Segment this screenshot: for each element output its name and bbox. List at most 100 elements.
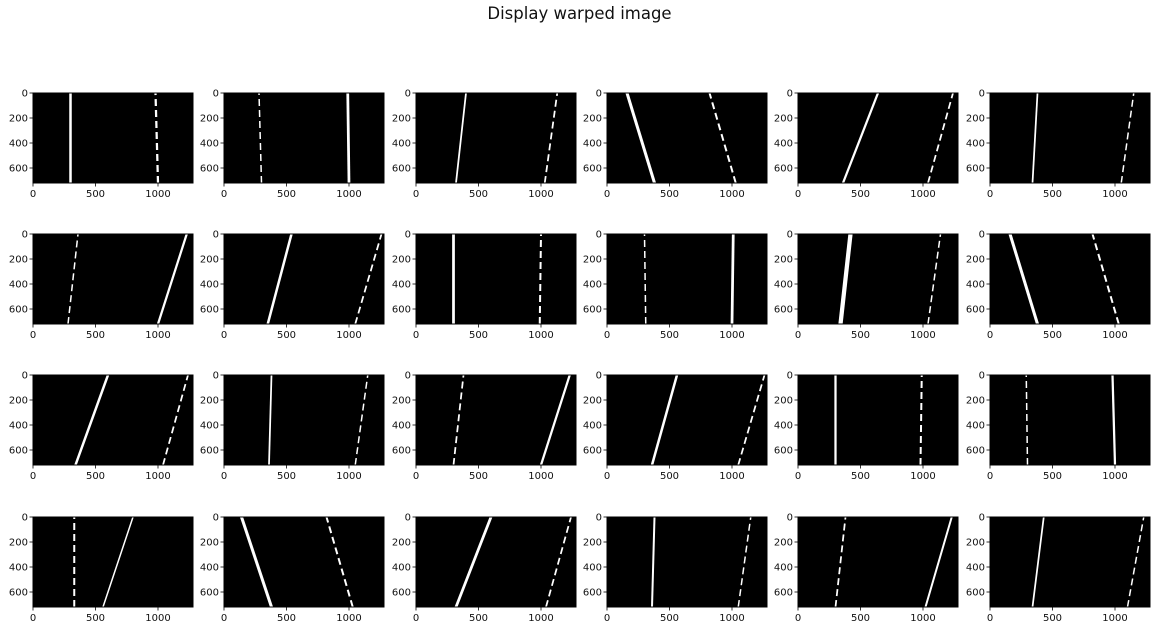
axes-frame (415, 516, 577, 608)
y-tick-label: 600 (9, 588, 28, 599)
x-tick-label: 0 (604, 330, 610, 341)
x-tick-label: 0 (987, 189, 993, 200)
x-tick-label: 500 (277, 189, 296, 200)
image-area (990, 517, 1150, 607)
image-area (990, 234, 1150, 324)
subplot-4: 0 500 1000 0 200 400 600 (583, 89, 768, 200)
x-tick-label: 1000 (145, 330, 170, 341)
y-tick-label: 0 (596, 371, 602, 382)
subplot-15: 0 500 1000 0 200 400 600 (392, 371, 577, 482)
image-area (33, 517, 193, 607)
x-tick-label: 1000 (910, 330, 935, 341)
x-tick-label: 1000 (145, 613, 170, 624)
x-tick-label: 0 (413, 471, 419, 482)
y-tick-label: 200 (774, 255, 793, 266)
lane-right (1126, 516, 1145, 608)
axes-frame (606, 516, 768, 608)
image-area (224, 234, 384, 324)
y-tick-label: 200 (966, 255, 985, 266)
y-tick-label: 200 (9, 538, 28, 549)
subplot-12: 0 500 1000 0 200 400 600 (966, 230, 1151, 341)
axes-frame (415, 374, 577, 466)
y-tick-label: 600 (583, 588, 602, 599)
y-tick-label: 600 (9, 305, 28, 316)
y-tick-label: 600 (583, 446, 602, 457)
lane-right (156, 233, 188, 325)
x-tick-label: 500 (469, 471, 488, 482)
y-tick-label: 400 (200, 563, 219, 574)
x-tick-label: 1000 (719, 189, 744, 200)
x-tick-label: 0 (30, 471, 36, 482)
lane-left (643, 233, 647, 325)
y-tick-label: 400 (9, 280, 28, 291)
x-tick-label: 0 (795, 471, 801, 482)
y-tick-label: 200 (774, 114, 793, 125)
subplot-11: 0 500 1000 0 200 400 600 (774, 230, 959, 341)
axes-frame (415, 233, 577, 325)
image-area (607, 517, 767, 607)
x-tick-label: 0 (413, 613, 419, 624)
lane-right (737, 374, 766, 466)
y-tick-label: 400 (9, 139, 28, 150)
subplot-1: 0 500 1000 0 200 400 600 (9, 89, 194, 200)
y-tick-label: 0 (213, 513, 219, 524)
x-tick-label: 1000 (336, 330, 361, 341)
x-tick-label: 500 (851, 330, 870, 341)
image-area (990, 93, 1150, 183)
y-tick-label: 600 (774, 446, 793, 457)
y-tick-label: 200 (9, 114, 28, 125)
subplot-20: 0 500 1000 0 200 400 600 (200, 513, 385, 624)
y-tick-label: 400 (966, 280, 985, 291)
y-tick-label: 0 (787, 230, 793, 241)
y-tick-label: 200 (200, 538, 219, 549)
lane-right (538, 233, 542, 325)
axes-frame (606, 233, 768, 325)
x-tick-label: 500 (469, 330, 488, 341)
subplot-24: 0 500 1000 0 200 400 600 (966, 513, 1151, 624)
y-tick-label: 200 (200, 255, 219, 266)
y-tick-label: 0 (22, 513, 28, 524)
lane-left (838, 233, 853, 325)
y-tick-label: 0 (979, 371, 985, 382)
x-tick-label: 500 (1043, 471, 1062, 482)
y-tick-label: 0 (596, 513, 602, 524)
image-area (990, 375, 1150, 465)
x-tick-label: 0 (413, 330, 419, 341)
lane-left (651, 516, 656, 608)
y-tick-label: 400 (583, 563, 602, 574)
y-tick-label: 200 (200, 114, 219, 125)
x-tick-label: 0 (413, 189, 419, 200)
y-tick-label: 0 (405, 371, 411, 382)
y-tick-label: 400 (9, 563, 28, 574)
y-tick-label: 0 (979, 89, 985, 100)
y-tick-label: 400 (583, 139, 602, 150)
axes-frame (989, 516, 1151, 608)
axes-frame (797, 92, 959, 184)
y-tick-label: 0 (979, 513, 985, 524)
image-area (798, 234, 958, 324)
y-tick-label: 200 (9, 255, 28, 266)
subplot-19: 0 500 1000 0 200 400 600 (9, 513, 194, 624)
image-area (33, 375, 193, 465)
y-tick-label: 600 (774, 305, 793, 316)
lane-left (240, 516, 273, 608)
axes-frame (32, 233, 194, 325)
y-tick-label: 400 (9, 421, 28, 432)
image-area (607, 234, 767, 324)
lane-right (354, 374, 369, 466)
y-tick-label: 600 (200, 305, 219, 316)
x-tick-label: 0 (604, 613, 610, 624)
axes-frame (415, 92, 577, 184)
lane-left (454, 516, 493, 608)
image-area (224, 517, 384, 607)
x-tick-label: 500 (660, 330, 679, 341)
x-tick-label: 0 (795, 613, 801, 624)
image-area (798, 93, 958, 183)
x-tick-label: 500 (86, 613, 105, 624)
x-tick-label: 1000 (719, 471, 744, 482)
subplot-9: 0 500 1000 0 200 400 600 (392, 230, 577, 341)
y-tick-label: 200 (583, 255, 602, 266)
x-tick-label: 1000 (1102, 471, 1127, 482)
image-area (416, 234, 576, 324)
x-tick-label: 0 (795, 189, 801, 200)
